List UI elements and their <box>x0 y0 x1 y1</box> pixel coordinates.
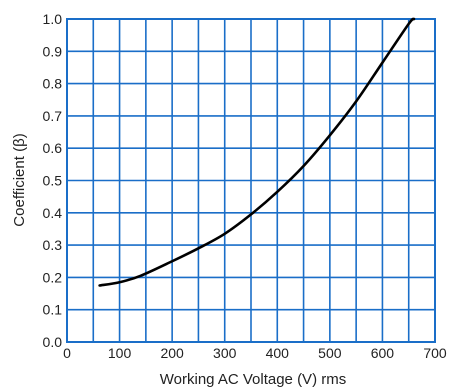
y-tick-label: 0.3 <box>43 237 63 253</box>
y-tick-label: 0.0 <box>43 334 63 350</box>
x-tick-label: 300 <box>213 345 237 361</box>
y-tick-label: 0.7 <box>43 108 63 124</box>
x-tick-label: 200 <box>160 345 184 361</box>
x-tick-label: 400 <box>266 345 290 361</box>
grid <box>66 18 436 343</box>
y-tick-label: 0.9 <box>43 43 63 59</box>
series-layer <box>98 17 416 287</box>
x-tick-labels: 0 100 200 300 400 500 600 700 <box>63 345 447 361</box>
y-axis-label: Coefficient (β) <box>11 133 28 226</box>
y-tick-labels: 0.0 0.1 0.2 0.3 0.4 0.5 0.6 0.7 0.8 0.9 1.0 <box>43 11 63 350</box>
y-tick-label: 0.5 <box>43 173 63 189</box>
y-tick-label: 1.0 <box>43 11 63 27</box>
x-tick-label: 700 <box>423 345 447 361</box>
x-tick-label: 100 <box>108 345 132 361</box>
x-tick-label: 500 <box>318 345 342 361</box>
y-tick-label: 0.8 <box>43 76 63 92</box>
y-tick-label: 0.2 <box>43 269 63 285</box>
y-tick-label: 0.6 <box>43 140 63 156</box>
y-tick-label: 0.4 <box>43 205 63 221</box>
x-tick-label: 600 <box>371 345 395 361</box>
y-tick-label: 0.1 <box>43 302 63 318</box>
series-line <box>98 17 416 287</box>
x-tick-label: 0 <box>63 345 71 361</box>
x-axis-label: Working AC Voltage (V) rms <box>160 371 346 388</box>
plot-border <box>66 18 436 343</box>
